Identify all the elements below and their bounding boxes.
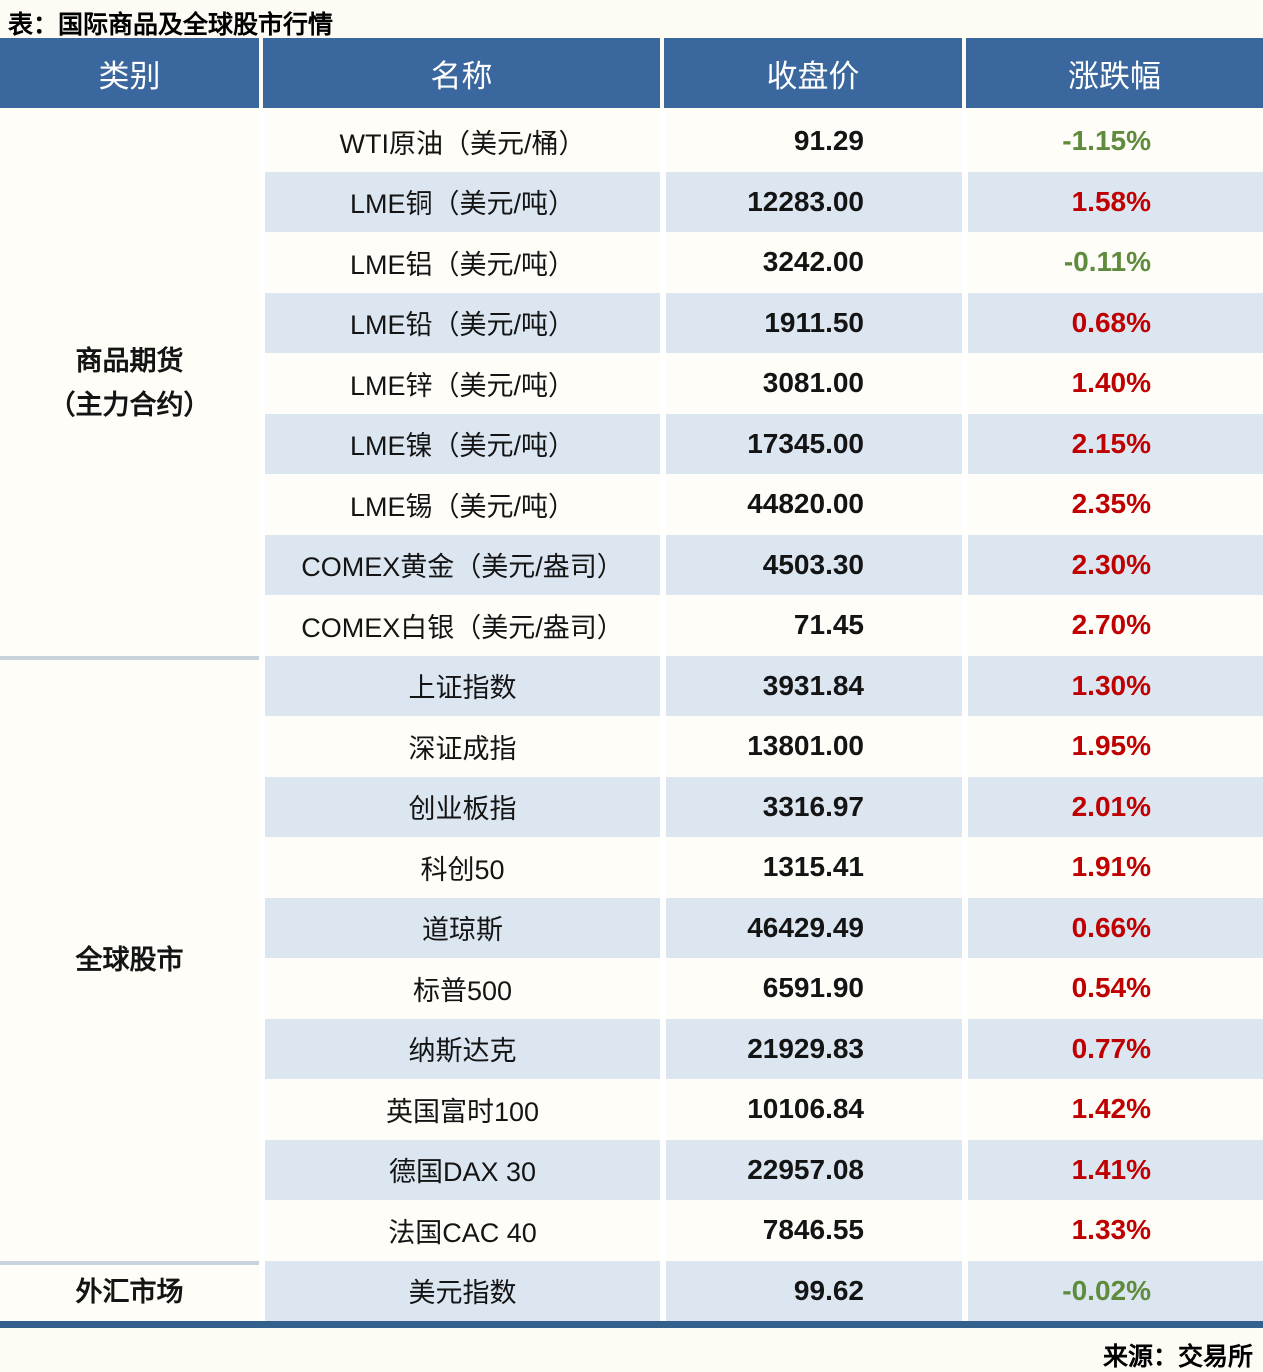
change-percent: 1.42% <box>962 1079 1263 1140</box>
change-percent: 2.35% <box>962 474 1263 535</box>
close-price: 3316.97 <box>660 776 962 837</box>
close-price: 1315.41 <box>660 837 962 898</box>
instrument-name: 英国富时100 <box>259 1079 660 1140</box>
change-percent: 1.41% <box>962 1139 1263 1200</box>
change-percent: 1.58% <box>962 171 1263 232</box>
close-price: 4503.30 <box>660 534 962 595</box>
instrument-name: LME铜（美元/吨） <box>259 171 660 232</box>
change-percent: 2.01% <box>962 776 1263 837</box>
table-row: LME铜（美元/吨） 12283.00 1.58% <box>0 171 1263 232</box>
table-row: LME锡（美元/吨） 44820.00 2.35% <box>0 474 1263 535</box>
change-percent: 0.66% <box>962 897 1263 958</box>
category-cell: 商品期货 （主力合约） <box>0 111 259 656</box>
instrument-name: 德国DAX 30 <box>259 1139 660 1200</box>
close-price: 91.29 <box>660 111 962 172</box>
close-price: 1911.50 <box>660 292 962 353</box>
instrument-name: 深证成指 <box>259 716 660 777</box>
header-category: 类别 <box>0 38 259 111</box>
instrument-name: LME铝（美元/吨） <box>259 232 660 293</box>
category-cell: 外汇市场 <box>0 1260 259 1321</box>
instrument-name: COMEX黄金（美元/盎司） <box>259 534 660 595</box>
close-price: 3081.00 <box>660 353 962 414</box>
change-percent: 1.33% <box>962 1200 1263 1261</box>
close-price: 99.62 <box>660 1260 962 1321</box>
table-row: 全球股市 上证指数 3931.84 1.30% <box>0 655 1263 1261</box>
change-percent: -0.11% <box>962 232 1263 293</box>
instrument-name: 科创50 <box>259 837 660 898</box>
instrument-name: WTI原油（美元/桶） <box>259 111 660 172</box>
change-percent: -0.02% <box>962 1260 1263 1321</box>
table-row: LME锌（美元/吨） 3081.00 1.40% <box>0 353 1263 414</box>
close-price: 17345.00 <box>660 413 962 474</box>
table-row: 科创50 1315.41 1.91% <box>0 837 1263 898</box>
instrument-name: LME锌（美元/吨） <box>259 353 660 414</box>
change-percent: 1.30% <box>962 655 1263 716</box>
change-percent: 0.54% <box>962 958 1263 1019</box>
change-percent: 2.70% <box>962 595 1263 656</box>
table-row: 纳斯达克 21929.83 0.77% <box>0 1018 1263 1079</box>
close-price: 44820.00 <box>660 474 962 535</box>
table-body: 商品期货 （主力合约） WTI原油（美元/桶） 91.29 -1.15% LME铜（美元… <box>0 111 1263 1321</box>
table-row: LME镍（美元/吨） 17345.00 2.15% <box>0 413 1263 474</box>
close-price: 13801.00 <box>660 716 962 777</box>
close-price: 22957.08 <box>660 1139 962 1200</box>
table-row: LME铝（美元/吨） 3242.00 -0.11% <box>0 232 1263 293</box>
table-row: 商品期货 （主力合约） WTI原油（美元/桶） 91.29 -1.15% <box>0 111 1263 656</box>
table-bottom-border <box>0 1321 1263 1328</box>
close-price: 71.45 <box>660 595 962 656</box>
table-row: LME铅（美元/吨） 1911.50 0.68% <box>0 292 1263 353</box>
change-percent: 1.91% <box>962 837 1263 898</box>
instrument-name: LME锡（美元/吨） <box>259 474 660 535</box>
change-percent: 0.68% <box>962 292 1263 353</box>
table-row: 英国富时100 10106.84 1.42% <box>0 1079 1263 1140</box>
table-row: 标普500 6591.90 0.54% <box>0 958 1263 1019</box>
table-row: 深证成指 13801.00 1.95% <box>0 716 1263 777</box>
change-percent: 2.30% <box>962 534 1263 595</box>
instrument-name: 标普500 <box>259 958 660 1019</box>
category-cell: 全球股市 <box>0 655 259 1261</box>
close-price: 6591.90 <box>660 958 962 1019</box>
instrument-name: 纳斯达克 <box>259 1018 660 1079</box>
table-row: 法国CAC 40 7846.55 1.33% <box>0 1200 1263 1261</box>
table-row: 德国DAX 30 22957.08 1.41% <box>0 1139 1263 1200</box>
change-percent: -1.15% <box>962 111 1263 172</box>
table-header-row: 类别 名称 收盘价 涨跌幅 <box>0 38 1263 111</box>
table-row: COMEX白银（美元/盎司） 71.45 2.70% <box>0 595 1263 656</box>
header-close: 收盘价 <box>660 38 962 111</box>
close-price: 7846.55 <box>660 1200 962 1261</box>
change-percent: 2.15% <box>962 413 1263 474</box>
instrument-name: 美元指数 <box>259 1260 660 1321</box>
close-price: 21929.83 <box>660 1018 962 1079</box>
change-percent: 0.77% <box>962 1018 1263 1079</box>
instrument-name: 道琼斯 <box>259 897 660 958</box>
change-percent: 1.40% <box>962 353 1263 414</box>
header-change: 涨跌幅 <box>962 38 1263 111</box>
header-name: 名称 <box>259 38 660 111</box>
instrument-name: 创业板指 <box>259 776 660 837</box>
table-row: 道琼斯 46429.49 0.66% <box>0 897 1263 958</box>
instrument-name: LME铅（美元/吨） <box>259 292 660 353</box>
source-label: 来源：交易所 <box>1102 1343 1253 1371</box>
close-price: 46429.49 <box>660 897 962 958</box>
instrument-name: 法国CAC 40 <box>259 1200 660 1261</box>
instrument-name: COMEX白银（美元/盎司） <box>259 595 660 656</box>
instrument-name: LME镍（美元/吨） <box>259 413 660 474</box>
change-percent: 1.95% <box>962 716 1263 777</box>
close-price: 12283.00 <box>660 171 962 232</box>
instrument-name: 上证指数 <box>259 655 660 716</box>
table-row: 创业板指 3316.97 2.01% <box>0 776 1263 837</box>
close-price: 10106.84 <box>660 1079 962 1140</box>
table-row: 外汇市场 美元指数 99.62 -0.02% <box>0 1260 1263 1321</box>
table-row: COMEX黄金（美元/盎司） 4503.30 2.30% <box>0 534 1263 595</box>
close-price: 3242.00 <box>660 232 962 293</box>
page-title: 表：国际商品及全球股市行情 <box>8 11 334 39</box>
quotes-table: 类别 名称 收盘价 涨跌幅 商品期货 （主力合约） WTI原油（美元/桶） 91.2… <box>0 38 1263 1321</box>
close-price: 3931.84 <box>660 655 962 716</box>
